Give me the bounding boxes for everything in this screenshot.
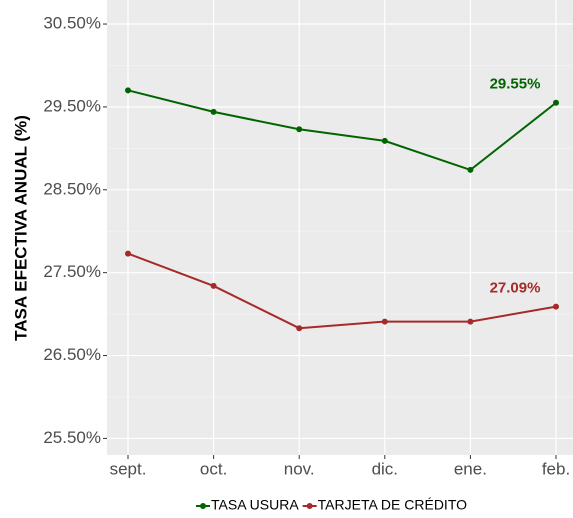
y-axis-title: TASA EFECTIVA ANUAL (%) — [11, 115, 30, 341]
point — [553, 303, 559, 310]
x-tick-label: feb. — [542, 459, 570, 478]
series-line — [127, 89, 557, 172]
x-tick-label: nov. — [284, 459, 315, 478]
value-label: 27.09% — [490, 280, 541, 297]
x-tick-label: sept. — [110, 459, 147, 478]
panel — [107, 0, 573, 455]
y-tick-label: 26.50% — [43, 345, 101, 364]
y-tick-label: 27.50% — [43, 262, 101, 281]
point — [125, 250, 131, 257]
legend-key-point — [306, 503, 313, 509]
y-tick-label: 25.50% — [43, 428, 101, 447]
x-tick-label: ene. — [454, 459, 487, 478]
x-tick-label: dic. — [372, 459, 398, 478]
point — [210, 282, 217, 289]
legend-key-point — [200, 503, 206, 509]
point — [467, 166, 474, 173]
legend-label: TARJETA DE CRÉDITO — [318, 497, 467, 513]
y-tick-label: 28.50% — [43, 179, 101, 198]
point — [467, 318, 474, 325]
point — [296, 325, 303, 332]
x-tick-label: oct. — [200, 459, 227, 478]
value-label: 29.55% — [490, 76, 541, 93]
y-tick-label: 30.50% — [43, 14, 101, 33]
legend-label: TASA USURA — [211, 497, 299, 513]
y-tick-label: 29.50% — [43, 96, 101, 115]
point — [381, 137, 388, 144]
point — [553, 99, 559, 106]
point — [381, 318, 388, 325]
series-line — [127, 252, 557, 330]
point — [210, 108, 217, 115]
point — [296, 126, 303, 133]
point — [125, 87, 131, 94]
